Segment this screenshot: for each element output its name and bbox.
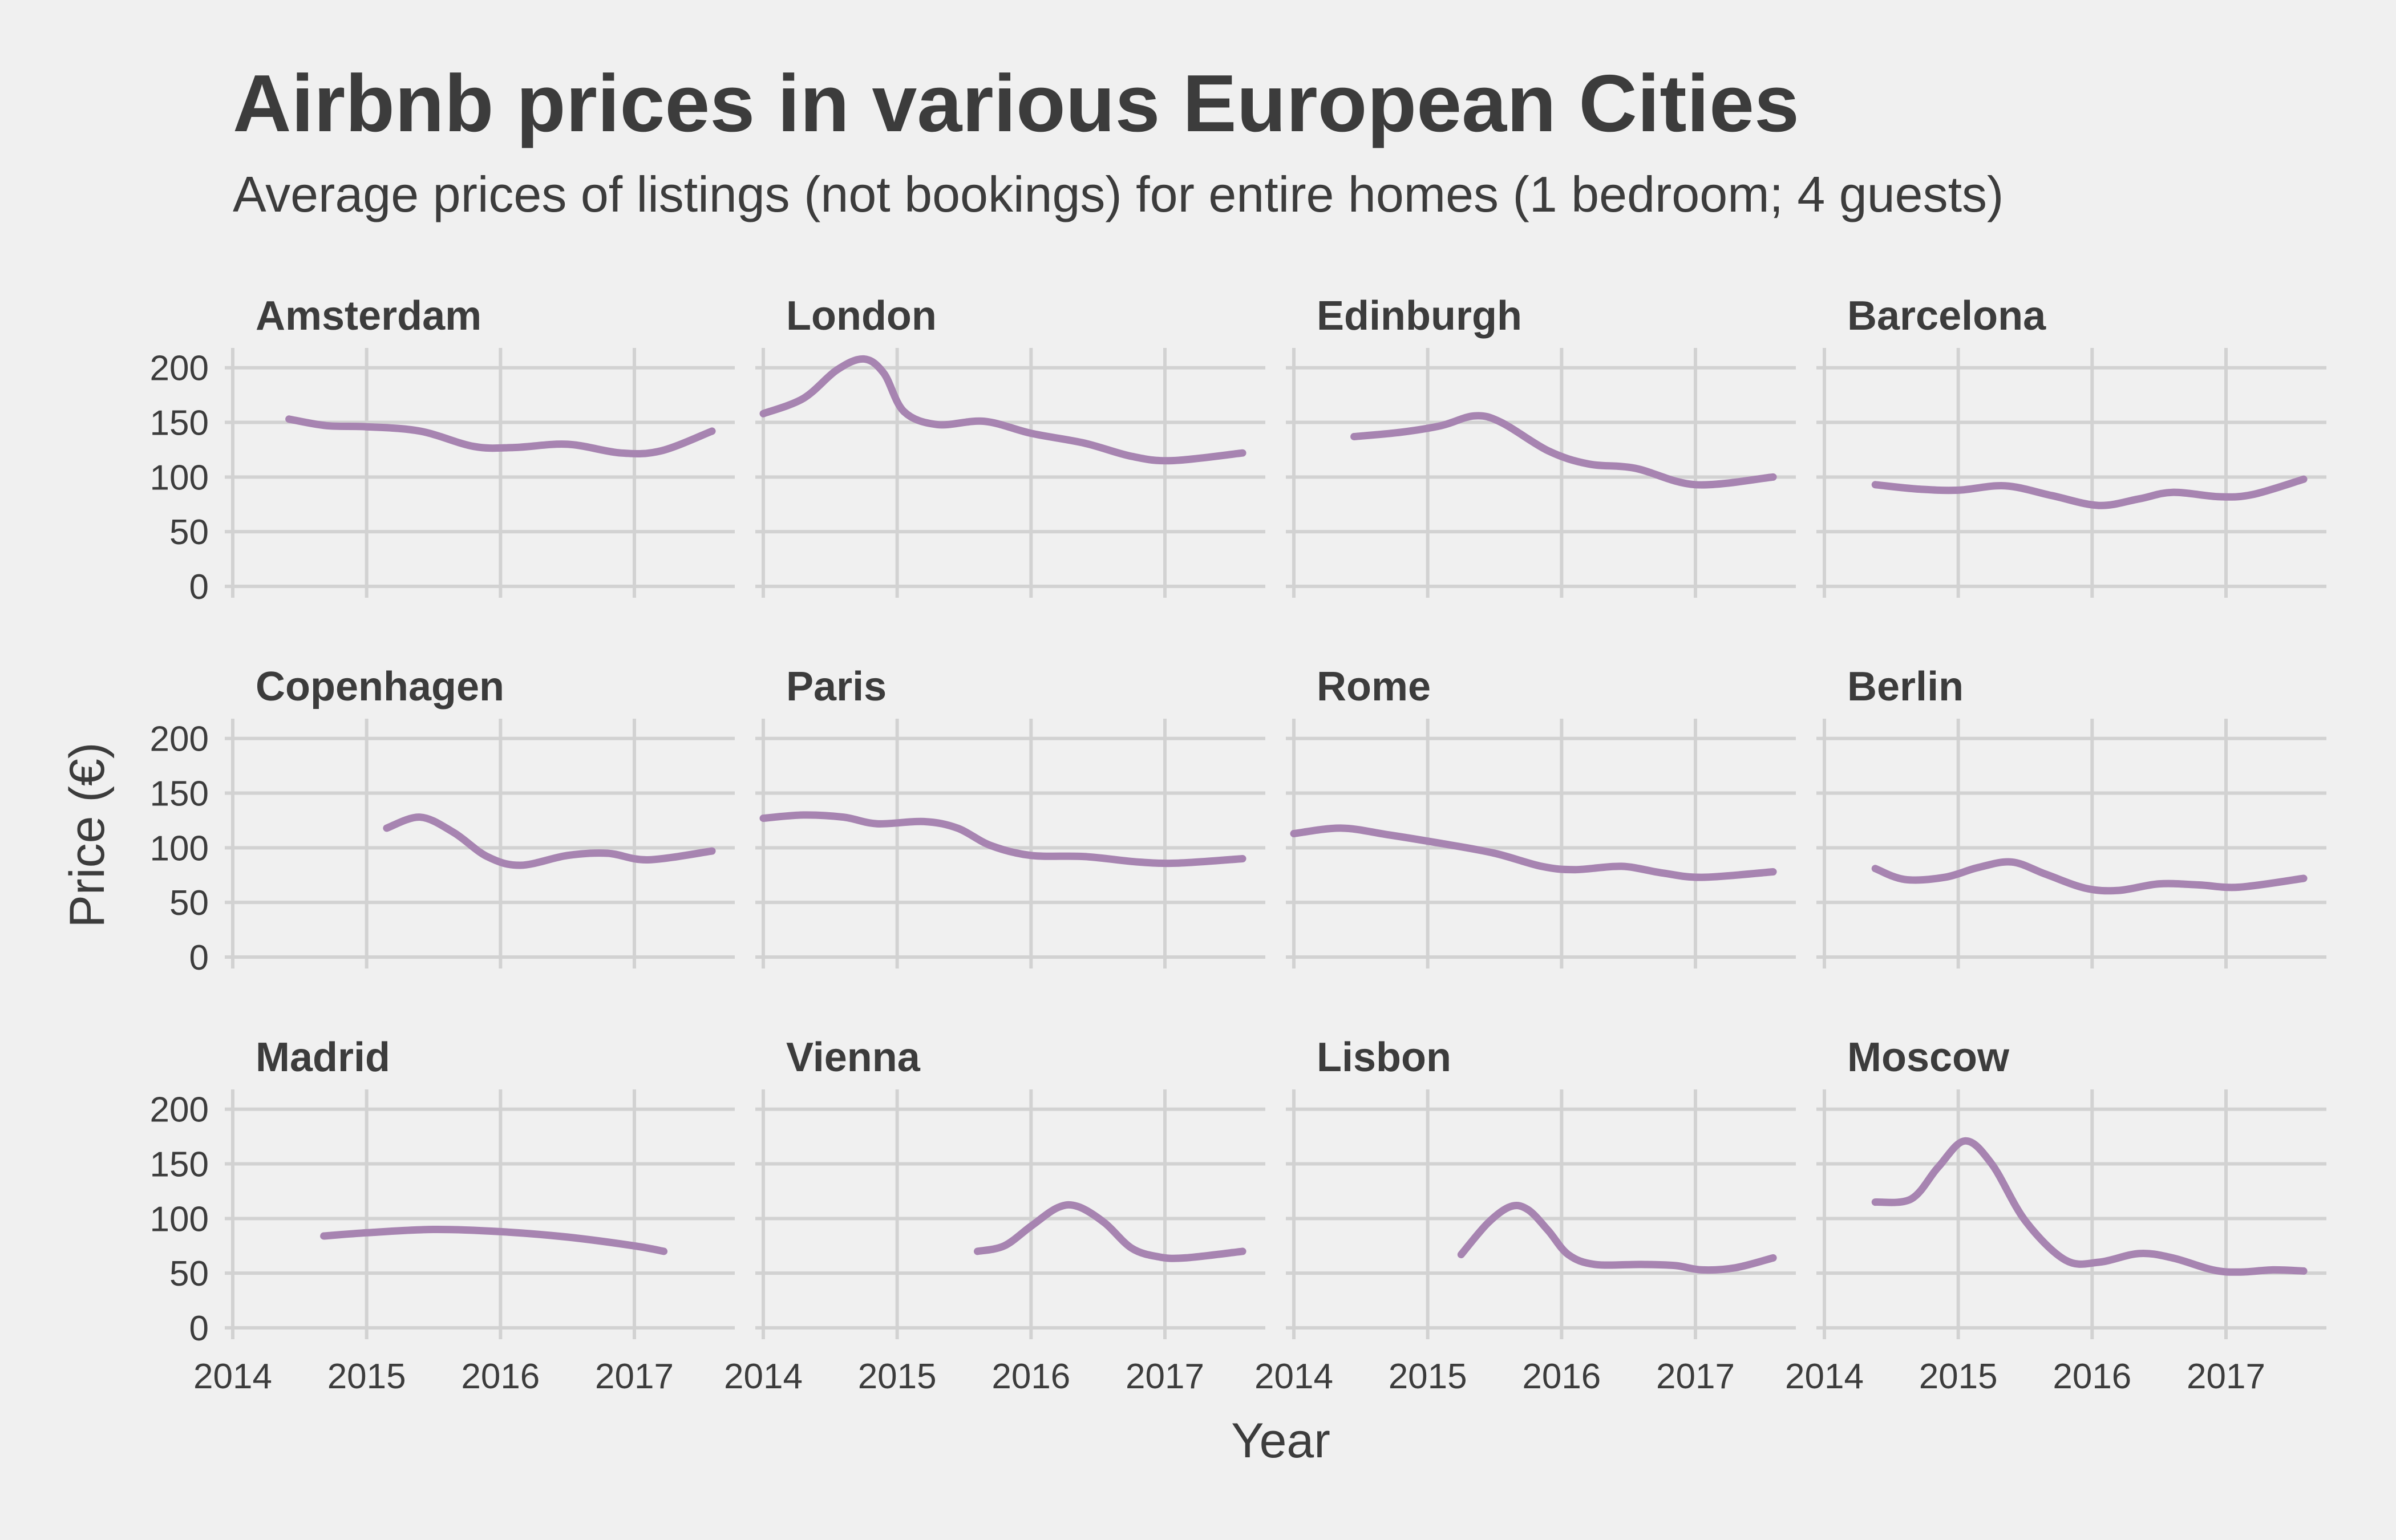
- y-tick-label: 0: [189, 938, 209, 978]
- facet-label-lisbon: Lisbon: [1317, 1035, 1451, 1080]
- x-tick-label: 2015: [858, 1357, 937, 1396]
- y-tick-label: 200: [150, 720, 209, 759]
- series-line-london: [759, 355, 1246, 465]
- facet-label-copenhagen: Copenhagen: [256, 664, 504, 710]
- facet-barcelona: Barcelona: [1816, 293, 2326, 598]
- series-line-moscow: [1871, 1137, 2308, 1276]
- x-tick-label: 2016: [1522, 1357, 1601, 1396]
- x-axis-title: Year: [1231, 1413, 1330, 1468]
- facet-vienna: Vienna 2014 2015 2016 2017: [724, 1035, 1265, 1396]
- facet-label-paris: Paris: [786, 664, 887, 710]
- y-tick-label: 200: [150, 349, 209, 388]
- x-tick-label: 2016: [991, 1357, 1070, 1396]
- x-tick-label: 2014: [193, 1357, 272, 1396]
- x-tick-label: 2014: [724, 1357, 803, 1396]
- facet-label-berlin: Berlin: [1847, 664, 1964, 710]
- facet-label-amsterdam: Amsterdam: [256, 293, 481, 339]
- series-line-vienna: [974, 1201, 1246, 1262]
- y-tick-label: 0: [189, 1309, 209, 1348]
- facet-paris: Paris: [755, 664, 1265, 968]
- series-line-copenhagen: [383, 813, 716, 869]
- y-tick-label: 100: [150, 829, 209, 868]
- chart-title: Airbnb prices in various European Cities: [233, 58, 1799, 149]
- chart-subtitle: Average prices of listings (not bookings…: [233, 166, 2004, 222]
- x-tick-label: 2016: [2053, 1357, 2131, 1396]
- facet-label-edinburgh: Edinburgh: [1317, 293, 1522, 339]
- facet-label-london: London: [786, 293, 937, 339]
- y-tick-label: 200: [150, 1091, 209, 1130]
- facet-edinburgh: Edinburgh: [1286, 293, 1796, 598]
- y-tick-label: 100: [150, 1199, 209, 1239]
- y-tick-label: 150: [150, 404, 209, 443]
- x-tick-label: 2017: [2187, 1357, 2265, 1396]
- facet-copenhagen: Copenhagen 0 50 100 150 200: [150, 664, 735, 978]
- x-tick-label: 2015: [1389, 1357, 1467, 1396]
- facet-label-madrid: Madrid: [256, 1035, 390, 1080]
- series-line-madrid: [320, 1225, 668, 1255]
- facet-moscow: Moscow 2014 2015 2016 2017: [1785, 1035, 2326, 1396]
- x-tick-label: 2016: [461, 1357, 540, 1396]
- facet-rome: Rome: [1286, 664, 1796, 968]
- facet-label-vienna: Vienna: [786, 1035, 921, 1080]
- y-tick-label: 150: [150, 775, 209, 814]
- series-line-amsterdam: [285, 415, 716, 458]
- series-line-paris: [759, 811, 1246, 868]
- series-line-barcelona: [1871, 475, 2308, 509]
- facet-label-moscow: Moscow: [1847, 1035, 2010, 1080]
- series-line-berlin: [1871, 858, 2308, 895]
- x-tick-label: 2017: [1656, 1357, 1735, 1396]
- y-tick-label: 100: [150, 458, 209, 497]
- facet-label-barcelona: Barcelona: [1847, 293, 2046, 339]
- facet-london: London: [755, 293, 1265, 598]
- x-tick-label: 2017: [595, 1357, 674, 1396]
- y-axis-title: Price (€): [60, 743, 115, 928]
- series-line-edinburgh: [1350, 412, 1777, 489]
- facet-madrid: Madrid 0 50 100 150 200 2014 2015 2016 2017: [150, 1035, 735, 1396]
- y-tick-label: 150: [150, 1145, 209, 1185]
- series-line-rome: [1290, 824, 1777, 881]
- series-line-lisbon: [1457, 1202, 1777, 1274]
- x-tick-label: 2014: [1254, 1357, 1333, 1396]
- x-tick-label: 2015: [1919, 1357, 1998, 1396]
- x-tick-label: 2015: [327, 1357, 406, 1396]
- y-tick-label: 0: [189, 568, 209, 607]
- facet-berlin: Berlin: [1816, 664, 2326, 968]
- x-tick-label: 2017: [1126, 1357, 1204, 1396]
- y-tick-label: 50: [169, 884, 209, 923]
- facet-lisbon: Lisbon 2014 2015 2016 2017: [1254, 1035, 1796, 1396]
- facet-amsterdam: Amsterdam 0 50 100 150 200: [150, 293, 735, 607]
- facet-label-rome: Rome: [1317, 664, 1431, 710]
- x-tick-label: 2014: [1785, 1357, 1864, 1396]
- y-tick-label: 50: [169, 1254, 209, 1294]
- y-tick-label: 50: [169, 513, 209, 552]
